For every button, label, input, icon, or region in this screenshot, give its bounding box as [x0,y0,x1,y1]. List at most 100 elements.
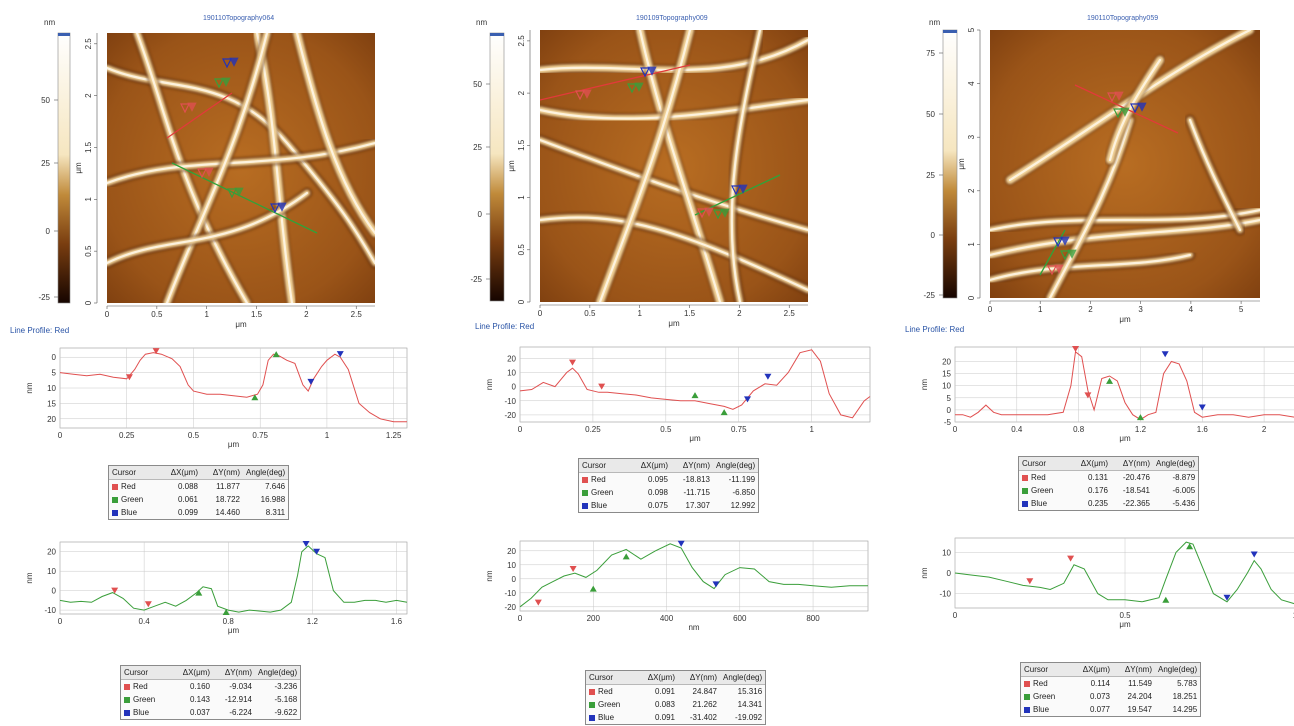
x-tick-label: 600 [733,614,747,623]
table-header: Angle(deg) [713,459,759,473]
section-cursor-marker [738,184,748,194]
cursor-marker-green [720,409,728,416]
colorbar-tick-label: -25 [470,275,482,284]
cursor-dx: 0.037 [189,708,210,717]
cursor-name: Blue [1033,705,1050,714]
cursor-marker-green [272,351,280,358]
cursor-color-swatch [112,509,118,516]
y-tick-label: -20 [504,603,516,612]
cursor-angle: 12.992 [730,501,756,510]
fibre-highlight [107,191,309,265]
table-header: Angle(deg) [255,666,301,680]
fibre-group [990,30,1260,298]
y-axis-label: nm [25,572,34,583]
cursor-angle: -5.436 [1172,499,1196,508]
cursor-color-swatch [1022,474,1028,481]
colorbar-top-marker [943,30,957,33]
y-axis-label: μm [74,162,83,174]
x-axis-label: μm [1119,315,1131,324]
cursor-marker-blue [712,581,720,588]
section-cursor-marker [1060,250,1070,261]
section-cursor-marker [1113,108,1123,119]
profile-line [955,350,1294,421]
profile-line [59,545,408,613]
section-cursor-marker [1137,102,1147,112]
y-axis-label: nm [25,382,34,393]
table-row: Red 0.088 11.877 7.646 [109,480,288,494]
fibre-highlight [730,30,762,302]
profile-line [519,543,868,608]
table-header: ΔX(μm) [171,666,213,680]
cursor-angle: 18.251 [1172,692,1198,701]
x-tick-label: 0.5 [660,425,672,434]
y-tick-label: 0 [967,295,976,300]
table-row: Blue 0.235 -22.365 -5.436 [1019,497,1198,510]
cursor-dx: 0.075 [647,501,668,510]
cursor-marker-red [569,359,576,366]
x-tick-label: 3 [1138,305,1143,314]
profile-line [954,541,1294,605]
cursor-name: Red [1033,679,1048,688]
table-header: ΔY(nm) [671,459,713,473]
cursor-dy: -6.224 [229,708,252,717]
fibre-highlight [540,216,808,292]
cursor-color-swatch [1024,680,1030,687]
y-tick-label: 0 [947,569,952,578]
y-tick-label: 10 [942,382,951,391]
y-tick-label: 0.5 [84,245,93,257]
colorbar-unit: nm [929,18,940,27]
cursor-color-swatch [1024,706,1030,713]
table-row: Green 0.073 24.204 18.251 [1021,690,1200,703]
table-header: ΔY(nm) [1111,457,1153,471]
fibre-highlight [990,208,1260,232]
colorbar-tick-label: 25 [926,171,935,180]
cursor-color-swatch [124,709,130,716]
cursor-dx: 0.235 [1087,499,1108,508]
x-tick-label: 2 [304,310,309,319]
table-header: Angle(deg) [1155,663,1201,677]
section-cursor-marker [221,77,231,87]
cursor-dx: 0.143 [189,695,210,704]
x-tick-label: 0 [538,309,543,318]
cursor-dy: -22.365 [1122,499,1150,508]
colorbar-tick-label: -25 [923,291,935,300]
section-cursor-marker [1054,264,1064,274]
section-cursor-marker [197,168,207,179]
section-cursor-marker [720,208,730,218]
cursor-color-swatch [1024,693,1030,700]
colorbar-tick-label: 25 [473,143,482,152]
y-tick-label: 0 [512,383,517,392]
y-axis-label: nm [485,570,494,581]
x-tick-label: 1.5 [251,310,263,319]
section-cursor-marker [229,57,239,67]
cursor-name: Green [591,488,614,497]
colorbar-tick-label: 75 [926,49,935,58]
cursor-marker-green [1106,377,1114,384]
cursor-marker-green [691,392,699,399]
fibre-highlight [295,33,375,235]
x-tick-label: 0 [953,611,958,620]
y-tick-label: 1.5 [84,141,93,153]
section-cursor-marker [582,89,592,99]
cursor-name: Red [1031,473,1046,482]
x-axis-label: μm [689,434,701,443]
section-line-red [540,64,691,101]
cursor-dy: -20.476 [1122,473,1150,482]
scan-title: 190110Topography064 [203,15,274,22]
section-cursor-marker [1053,237,1063,248]
cursor-marker-green [251,394,259,401]
x-tick-label: 2 [1262,425,1267,434]
x-tick-label: 1.25 [386,431,402,440]
x-tick-label: 1.2 [307,617,319,626]
table-row: Red 0.095 -18.813 -11.199 [579,473,758,487]
colorbar [489,32,505,302]
x-axis-label: μm [228,440,240,449]
y-tick-label: 1 [517,195,526,200]
x-tick-label: 1.5 [684,309,696,318]
cursor-angle: -5.168 [274,695,298,704]
section-cursor-marker [1130,103,1140,114]
scan-title: 190109Topography009 [636,15,708,22]
cursor-color-swatch [1022,487,1028,494]
table-header: Cursor [586,671,636,685]
